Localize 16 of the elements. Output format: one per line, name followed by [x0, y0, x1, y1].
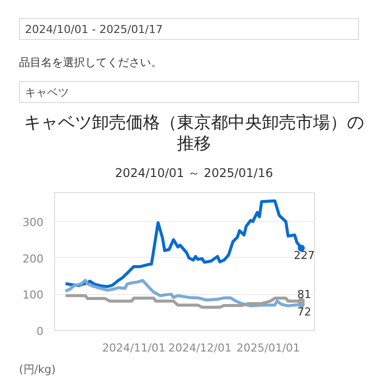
text: 2024/10/01 - 2025/01/17: [25, 22, 163, 38]
y-tick-label: 0: [36, 325, 44, 338]
chart-title: キャベツ卸売価格（東京都中央卸売市場）の推移: [23, 112, 365, 156]
text: キャベツ: [25, 84, 69, 100]
y-axis-title: (円/kg): [19, 362, 56, 378]
x-tick-label: 2024/12/01: [168, 342, 232, 355]
data-label: 81: [297, 288, 312, 302]
y-tick-label: 100: [22, 289, 44, 302]
chart-subtitle: 2024/10/01 ～ 2025/01/16: [115, 165, 273, 182]
x-tick-label: 2025/01/01: [236, 342, 300, 355]
data-label: 227: [294, 249, 315, 262]
x-tick-label: 2024/11/01: [102, 342, 166, 355]
text: 品目名を選択してください。: [19, 55, 162, 71]
y-tick-label: 200: [22, 252, 44, 266]
y-tick-label: 300: [22, 216, 44, 230]
data-label: 72: [297, 306, 312, 319]
